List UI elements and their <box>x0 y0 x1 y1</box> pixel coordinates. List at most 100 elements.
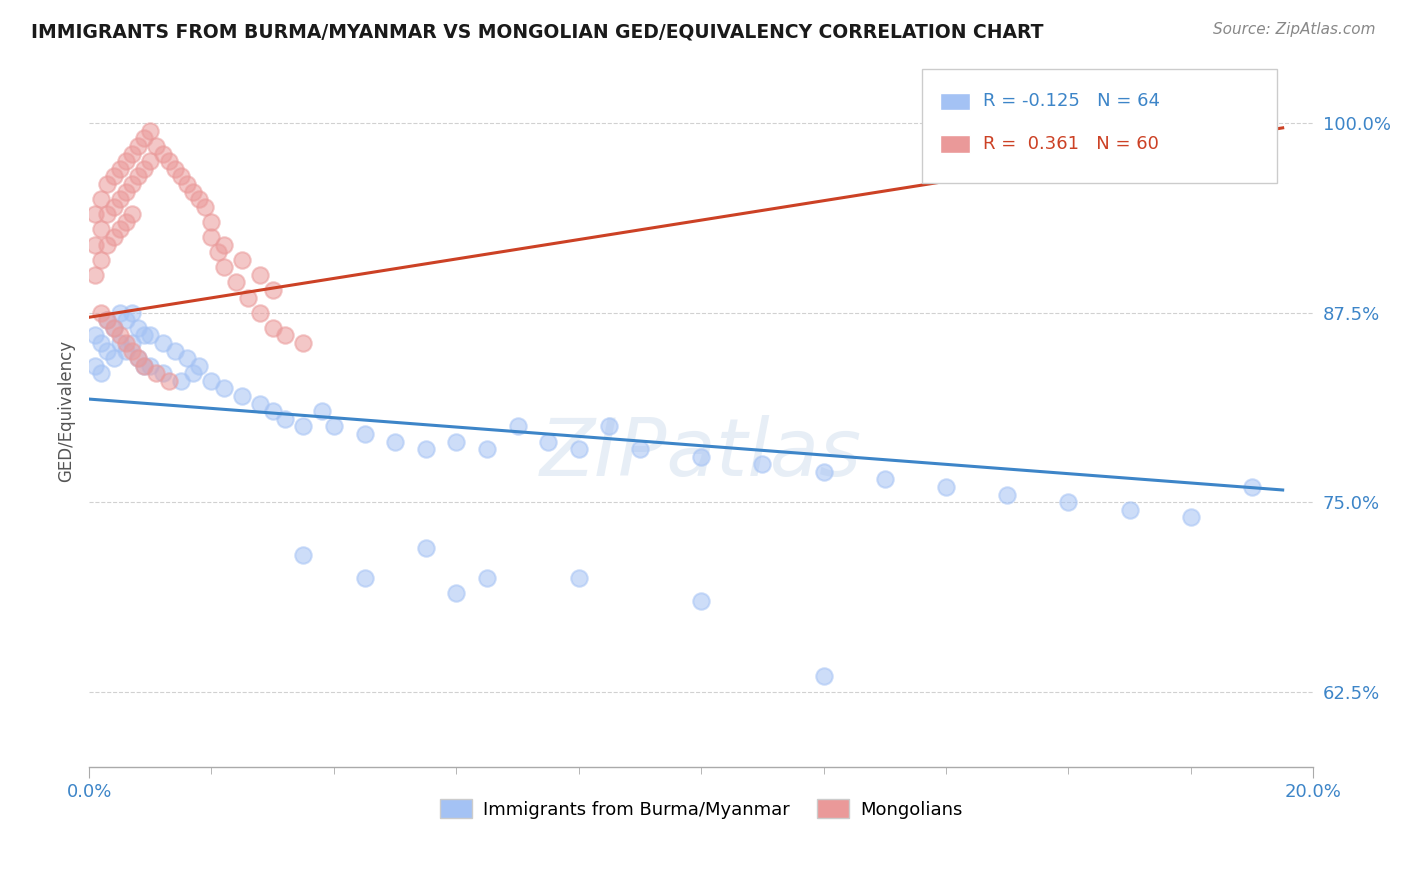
Point <box>134 131 156 145</box>
Point <box>108 336 131 351</box>
Point <box>292 548 315 562</box>
Point <box>200 215 222 229</box>
Point <box>1241 480 1264 494</box>
Point <box>114 185 136 199</box>
Point <box>249 306 271 320</box>
Point <box>108 161 131 176</box>
FancyBboxPatch shape <box>939 93 970 111</box>
Point <box>157 374 180 388</box>
Point <box>262 321 284 335</box>
Point <box>127 139 149 153</box>
FancyBboxPatch shape <box>939 136 970 153</box>
Text: R =  0.361   N = 60: R = 0.361 N = 60 <box>983 136 1159 153</box>
Point <box>90 192 112 206</box>
Point <box>96 343 118 358</box>
Point <box>127 321 149 335</box>
Point <box>262 283 284 297</box>
Point <box>121 306 143 320</box>
Point <box>90 336 112 351</box>
Point <box>121 177 143 191</box>
Point <box>1118 502 1140 516</box>
Point <box>103 351 125 366</box>
Point <box>108 192 131 206</box>
Point <box>121 336 143 351</box>
Point <box>176 351 198 366</box>
Point <box>995 487 1018 501</box>
Point <box>96 177 118 191</box>
Point <box>90 222 112 236</box>
Point <box>90 367 112 381</box>
Point <box>813 669 835 683</box>
Point <box>751 457 773 471</box>
Point <box>114 336 136 351</box>
FancyBboxPatch shape <box>921 70 1277 184</box>
Point <box>114 215 136 229</box>
Point <box>163 161 186 176</box>
Point <box>103 169 125 184</box>
Point <box>114 343 136 358</box>
Point <box>181 367 204 381</box>
Point <box>188 192 211 206</box>
Point <box>145 367 167 381</box>
Point <box>415 442 437 456</box>
Point <box>152 336 174 351</box>
Point <box>121 343 143 358</box>
Point <box>292 419 315 434</box>
Point <box>249 268 271 282</box>
Point <box>568 571 591 585</box>
Point <box>139 328 162 343</box>
Point <box>90 306 112 320</box>
Point <box>231 252 253 267</box>
Point <box>353 426 375 441</box>
Point <box>127 351 149 366</box>
Point <box>446 586 468 600</box>
Point <box>108 222 131 236</box>
Point <box>194 200 217 214</box>
Point <box>475 571 498 585</box>
Point <box>188 359 211 373</box>
Point <box>176 177 198 191</box>
Point <box>322 419 344 434</box>
Point <box>353 571 375 585</box>
Point <box>813 465 835 479</box>
Point <box>935 480 957 494</box>
Point <box>170 169 193 184</box>
Point <box>145 139 167 153</box>
Point <box>200 230 222 244</box>
Point <box>103 200 125 214</box>
Text: IMMIGRANTS FROM BURMA/MYANMAR VS MONGOLIAN GED/EQUIVALENCY CORRELATION CHART: IMMIGRANTS FROM BURMA/MYANMAR VS MONGOLI… <box>31 22 1043 41</box>
Point <box>568 442 591 456</box>
Point <box>690 593 713 607</box>
Point <box>475 442 498 456</box>
Point <box>628 442 651 456</box>
Point <box>84 237 107 252</box>
Point <box>114 313 136 327</box>
Point <box>84 207 107 221</box>
Point <box>262 404 284 418</box>
Text: ZIPatlas: ZIPatlas <box>540 415 862 493</box>
Point <box>139 359 162 373</box>
Point <box>103 230 125 244</box>
Point <box>1057 495 1080 509</box>
Point <box>96 237 118 252</box>
Point <box>127 169 149 184</box>
Point <box>384 434 406 449</box>
Point <box>873 472 896 486</box>
Point <box>84 328 107 343</box>
Point <box>225 276 247 290</box>
Point <box>181 185 204 199</box>
Point <box>96 313 118 327</box>
Point <box>249 396 271 410</box>
Point <box>1180 510 1202 524</box>
Point <box>96 207 118 221</box>
Point <box>152 146 174 161</box>
Point <box>134 161 156 176</box>
Point <box>121 207 143 221</box>
Point <box>134 359 156 373</box>
Point <box>212 260 235 275</box>
Point <box>598 419 620 434</box>
Point <box>114 154 136 169</box>
Point <box>121 146 143 161</box>
Point <box>690 450 713 464</box>
Point <box>134 359 156 373</box>
